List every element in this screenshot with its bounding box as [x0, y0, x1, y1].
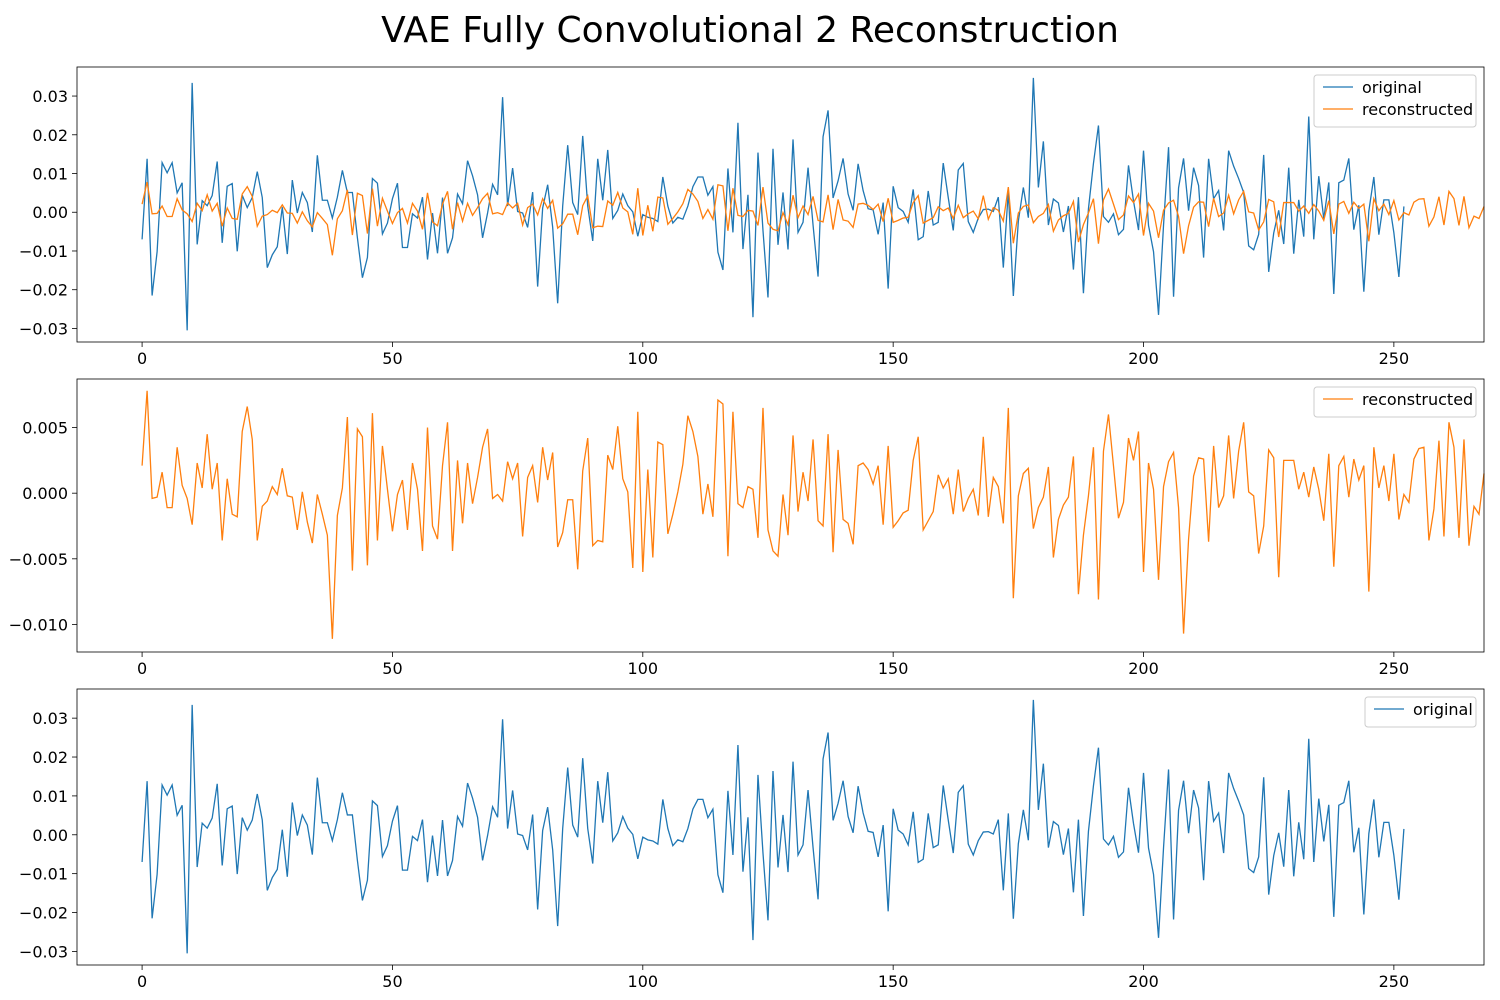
- y-tick-label: −0.01: [19, 865, 68, 884]
- legend-label-original: original: [1362, 78, 1422, 97]
- x-tick-label: 250: [1379, 659, 1410, 678]
- y-tick-label: 0.02: [32, 126, 68, 145]
- y-tick-label: −0.01: [19, 242, 68, 261]
- subplot-2: 0 50 100 150 200 250 −0.010 −0.005 0.000 0.005 rec…: [9, 378, 1485, 678]
- x-tick-label: 150: [878, 972, 909, 991]
- x-tick-label: 0: [137, 972, 147, 991]
- legend-box: [1364, 696, 1477, 728]
- x-tick-label: 50: [382, 972, 402, 991]
- x-tick-label: 250: [1379, 349, 1410, 368]
- legend: reconstructed: [1313, 386, 1477, 418]
- x-tick-label: 200: [1128, 349, 1159, 368]
- subplot-1: 0 50 100 150 200 250 −0.03 −0.02 −0.01 0.00 0.01 0.…: [19, 66, 1485, 368]
- x-tick-label: 150: [878, 659, 909, 678]
- y-tick-label: 0.02: [32, 748, 68, 767]
- y-tick-label: −0.03: [19, 319, 68, 338]
- axes-frame: [76, 688, 1485, 966]
- y-tick-label: −0.02: [19, 904, 68, 923]
- y-tick-label: −0.005: [9, 550, 68, 569]
- y-tick-label: 0.000: [22, 484, 68, 503]
- y-tick-label: 0.01: [32, 165, 68, 184]
- legend-box: [1313, 74, 1477, 128]
- y-tick-label: −0.02: [19, 281, 68, 300]
- x-tick-label: 0: [137, 659, 147, 678]
- series-line-reconstructed: [141, 181, 1485, 256]
- x-tick-label: 250: [1379, 972, 1410, 991]
- y-tick-label: 0.005: [22, 419, 68, 438]
- x-tick-label: 100: [628, 349, 659, 368]
- x-tick-label: 150: [878, 349, 909, 368]
- y-tick-label: −0.010: [9, 615, 68, 634]
- y-tick-label: 0.03: [32, 87, 68, 106]
- axes-frame: [76, 378, 1485, 653]
- subplot-3: 0 50 100 150 200 250 −0.03 −0.02 −0.01 0.00 0.01 0.…: [19, 688, 1485, 991]
- x-tick-label: 200: [1128, 659, 1159, 678]
- axes-frame: [76, 66, 1485, 343]
- x-tick-label: 0: [137, 349, 147, 368]
- y-tick-label: 0.00: [32, 826, 68, 845]
- x-tick-label: 100: [628, 659, 659, 678]
- x-tick-label: 50: [382, 349, 402, 368]
- legend: original: [1364, 696, 1477, 728]
- figure-title: VAE Fully Convolutional 2 Reconstruction: [381, 10, 1119, 51]
- x-tick-label: 100: [628, 972, 659, 991]
- legend-label-reconstructed: reconstructed: [1362, 100, 1473, 119]
- y-tick-label: −0.03: [19, 942, 68, 961]
- y-tick-label: 0.01: [32, 787, 68, 806]
- legend-label-reconstructed: reconstructed: [1362, 390, 1473, 409]
- x-tick-label: 50: [382, 659, 402, 678]
- legend-box: [1313, 386, 1477, 418]
- series-line-reconstructed: [141, 390, 1485, 639]
- y-tick-label: 0.03: [32, 709, 68, 728]
- legend: original reconstructed: [1313, 74, 1477, 128]
- y-tick-label: 0.00: [32, 203, 68, 222]
- series-line-original: [141, 699, 1405, 954]
- x-tick-label: 200: [1128, 972, 1159, 991]
- legend-label-original: original: [1413, 700, 1473, 719]
- series-line-original: [141, 77, 1405, 331]
